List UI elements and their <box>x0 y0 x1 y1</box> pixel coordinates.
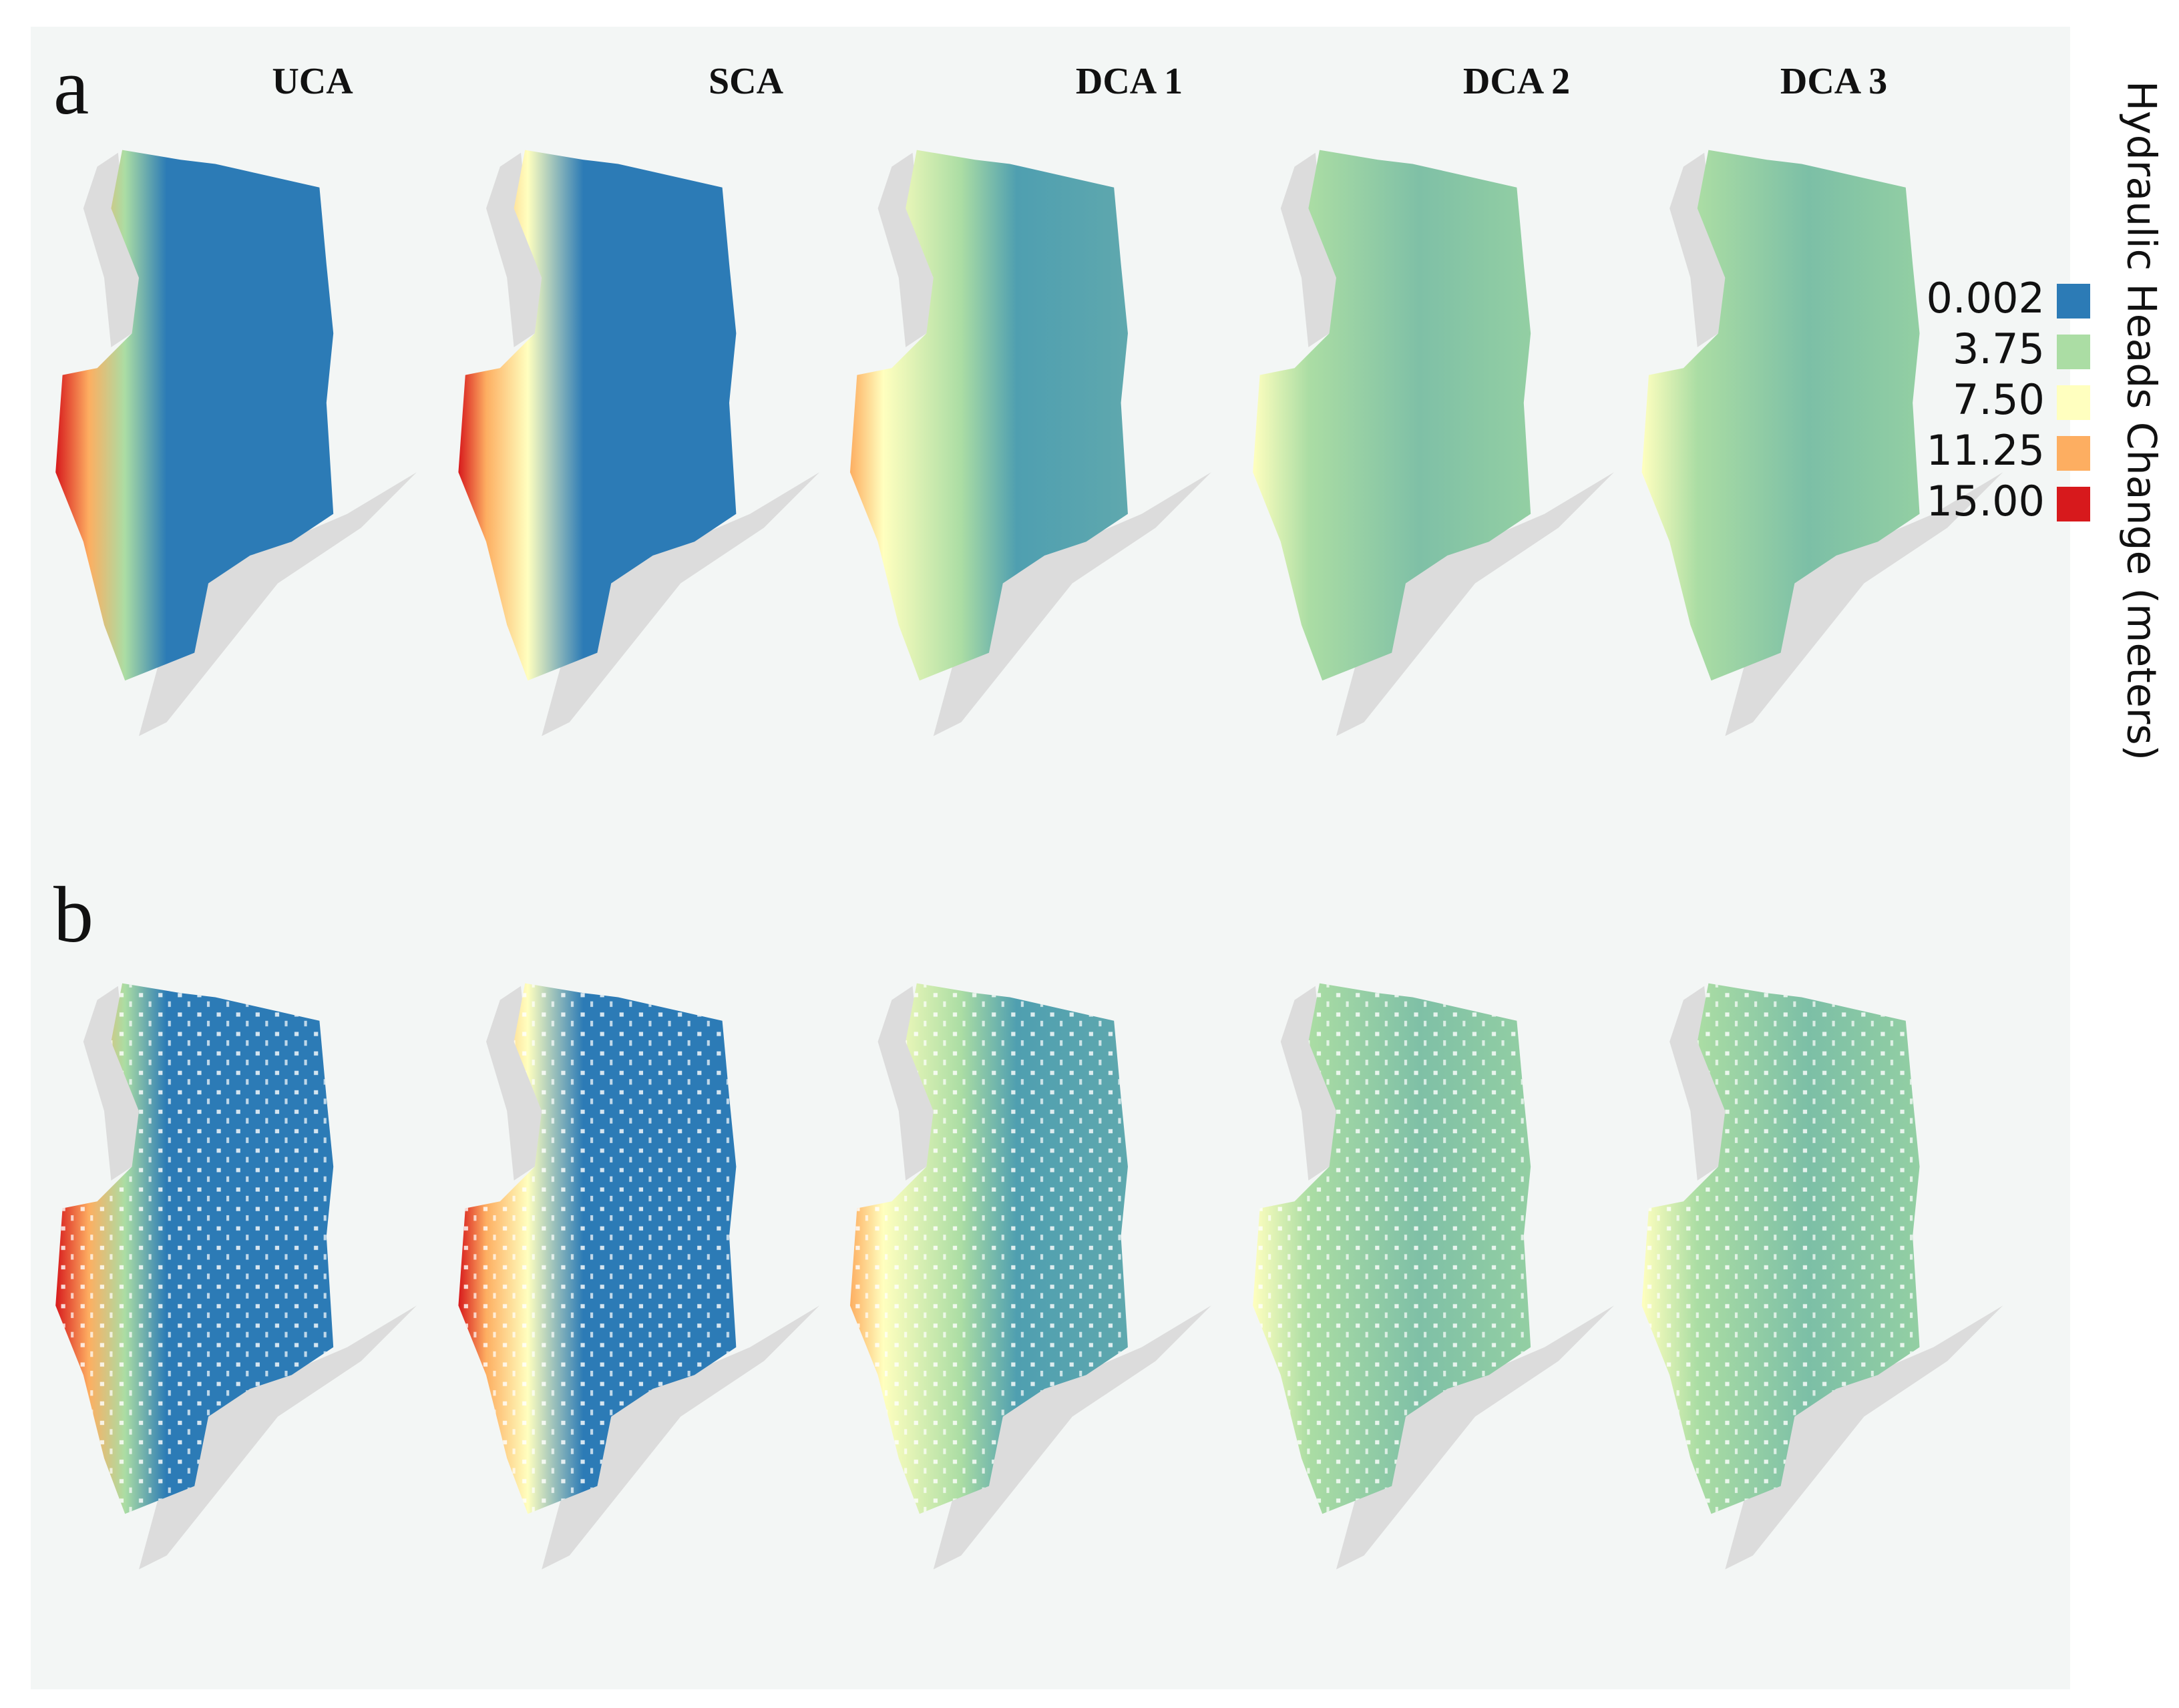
column-title: SCA <box>709 61 784 102</box>
legend-label: 11.25 <box>1927 426 2045 475</box>
legend-label: 7.50 <box>1953 375 2045 424</box>
legend-label: 0.002 <box>1927 274 2045 323</box>
column-title: DCA 3 <box>1780 61 1887 102</box>
panel-label: a <box>53 42 89 131</box>
legend-swatch <box>2057 335 2090 369</box>
legend-label: 3.75 <box>1953 325 2045 373</box>
legend-label: 15.00 <box>1927 477 2045 525</box>
column-title: DCA 1 <box>1076 61 1183 102</box>
legend-swatch <box>2057 385 2090 420</box>
legend-swatch <box>2057 487 2090 521</box>
column-title: UCA <box>272 61 353 102</box>
panel-label: b <box>53 870 93 959</box>
legend-swatch <box>2057 436 2090 471</box>
legend-swatch <box>2057 284 2090 318</box>
legend-title: Hydraulic Heads Change (meters) <box>2118 81 2164 761</box>
column-title: DCA 2 <box>1463 61 1570 102</box>
